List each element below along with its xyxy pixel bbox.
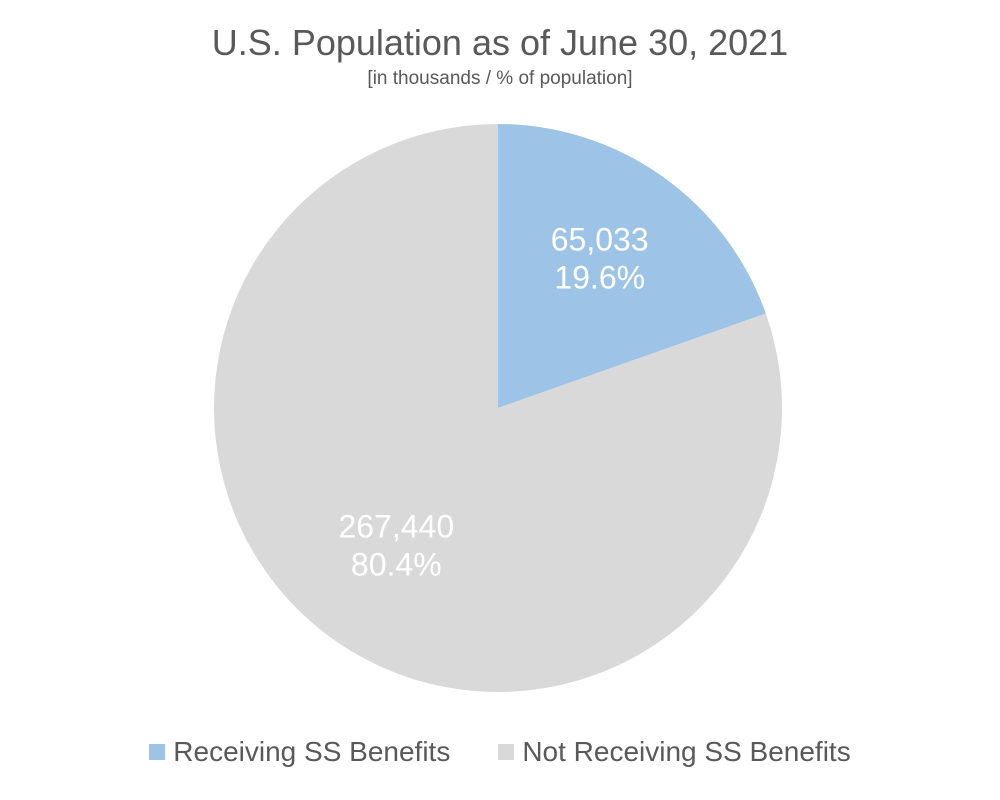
- legend-item-not-receiving: Not Receiving SS Benefits: [498, 736, 851, 768]
- legend-item-receiving: Receiving SS Benefits: [149, 736, 450, 768]
- chart-title: U.S. Population as of June 30, 2021: [211, 22, 789, 63]
- legend-label-not-receiving: Not Receiving SS Benefits: [522, 736, 851, 767]
- legend-label-receiving: Receiving SS Benefits: [173, 736, 451, 767]
- pie-slice-receiving: [498, 124, 766, 408]
- legend: Receiving SS Benefits Not Receiving SS B…: [0, 736, 1000, 768]
- legend-swatch-not-receiving: [498, 744, 515, 760]
- percent-label-receiving: 19.6%: [554, 259, 645, 295]
- chart-subtitle: [in thousands / % of population]: [367, 68, 633, 89]
- value-label-receiving: 65,033: [551, 221, 649, 257]
- value-label-not-receiving: 267,440: [338, 509, 454, 545]
- legend-swatch-receiving: [149, 744, 166, 760]
- percent-label-not-receiving: 80.4%: [351, 547, 442, 583]
- pie-slice-not-receiving: [214, 123, 783, 692]
